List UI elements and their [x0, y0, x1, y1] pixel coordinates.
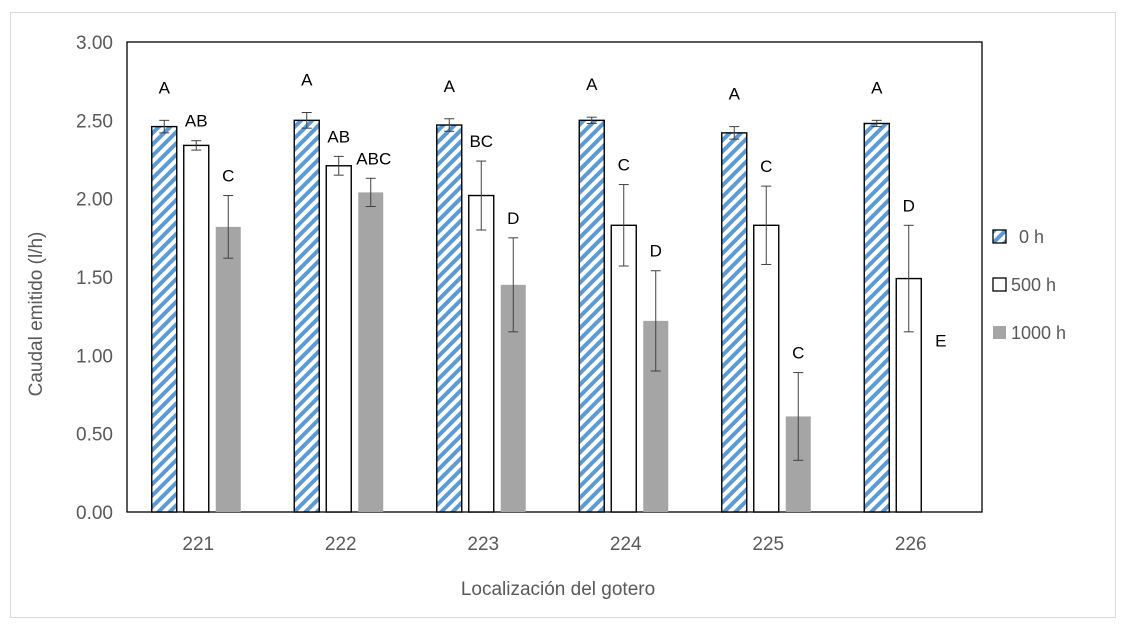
bar-500h-221 — [183, 144, 210, 513]
bar-500h-225 — [753, 224, 780, 513]
significance-letter: A — [729, 85, 741, 104]
legend-swatch-1000h — [993, 326, 1006, 339]
significance-letter: D — [507, 209, 519, 228]
legend-label: 1000 h — [1011, 323, 1066, 343]
significance-letter: AB — [327, 127, 350, 146]
y-tick-label: 3.00 — [76, 33, 113, 54]
x-tick-label: 226 — [895, 534, 927, 555]
bar-0h-222 — [293, 119, 320, 513]
y-tick-label: 1.50 — [76, 268, 113, 289]
significance-letter: A — [444, 77, 456, 96]
x-axis-title: Localización del gotero — [461, 579, 655, 600]
significance-letter: D — [650, 242, 662, 261]
significance-letter: C — [760, 157, 772, 176]
significance-letter: A — [301, 71, 313, 90]
significance-letter: A — [871, 78, 883, 97]
legend-swatch-500h — [992, 277, 1007, 292]
x-tick-label: 223 — [467, 534, 499, 555]
significance-letter: C — [792, 344, 804, 363]
legend-label: 0 h — [1019, 227, 1044, 247]
bar-0h-223 — [436, 124, 463, 513]
legend-swatch-0h — [992, 229, 1007, 244]
y-tick-label: 0.50 — [76, 425, 113, 446]
bar-500h-222 — [325, 165, 352, 513]
significance-letter: C — [618, 156, 630, 175]
significance-letter: A — [159, 78, 171, 97]
bar-0h-224 — [578, 119, 605, 513]
x-tick-label: 224 — [610, 534, 642, 555]
bar-0h-226 — [863, 122, 890, 513]
y-tick-label: 0.00 — [76, 503, 113, 524]
bar-500h-223 — [468, 194, 495, 513]
bar-1000h-222 — [358, 192, 384, 512]
y-tick-label: 2.00 — [76, 190, 113, 211]
x-tick-label: 225 — [752, 534, 784, 555]
significance-letter: AB — [185, 112, 208, 131]
x-tick-label: 222 — [325, 534, 357, 555]
significance-letter: ABC — [356, 149, 391, 168]
plot-area-border — [126, 41, 983, 513]
bar-0h-225 — [721, 132, 748, 513]
y-tick-label: 1.00 — [76, 346, 113, 367]
bar-1000h-221 — [215, 226, 241, 512]
significance-letter: D — [903, 196, 915, 215]
chart-frame — [10, 12, 1116, 618]
y-axis-title: Caudal emitido (l/h) — [26, 232, 47, 397]
bar-0h-221 — [151, 125, 178, 513]
bar-500h-224 — [610, 224, 637, 513]
significance-letter: E — [935, 332, 946, 351]
significance-letter: BC — [469, 132, 493, 151]
significance-letter: C — [222, 167, 234, 186]
y-tick-label: 2.50 — [76, 111, 113, 132]
legend-label: 500 h — [1011, 275, 1056, 295]
significance-letter: A — [586, 75, 598, 94]
x-tick-label: 221 — [182, 534, 214, 555]
